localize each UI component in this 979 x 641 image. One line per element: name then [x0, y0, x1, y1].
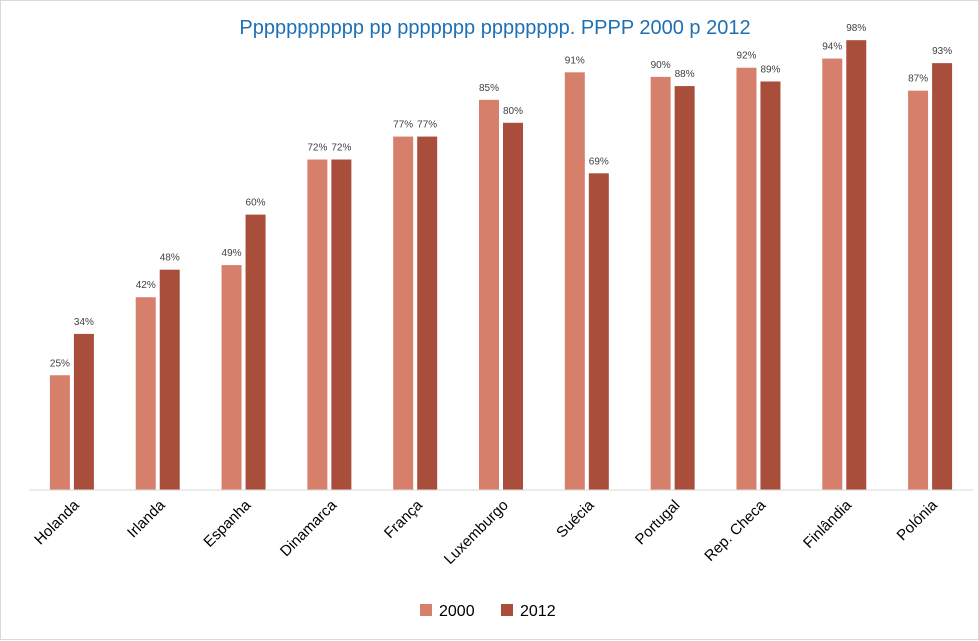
x-tick-label-dinamarca: Dinamarca [277, 496, 341, 560]
x-tick-label-irlanda: Irlanda [124, 496, 169, 541]
x-tick-label-polonia: Polónia [894, 496, 942, 544]
bar-2012-suecia [588, 173, 609, 491]
bar-2012-portugal [674, 86, 695, 490]
data-label-2000-holanda: 25% [50, 358, 70, 369]
bar-2000-suecia [564, 72, 585, 490]
data-label-2000-dinamarca: 72% [307, 143, 327, 154]
data-label-2000-irlanda: 42% [136, 280, 156, 291]
bar-2000-franca [393, 136, 414, 490]
bar-2000-holanda [49, 375, 70, 490]
bar-2000-irlanda [135, 297, 156, 490]
data-label-2000-portugal: 90% [651, 60, 671, 71]
data-label-2012-polonia: 93% [932, 46, 952, 57]
legend-swatch-2000 [420, 604, 432, 616]
bar-2000-finlandia [822, 58, 843, 490]
legend-swatch-2012 [501, 604, 513, 616]
data-label-2012-holanda: 34% [74, 317, 94, 328]
bar-2000-espanha [221, 265, 242, 490]
bar-2012-luxemburgo [503, 122, 523, 491]
legend-label-2000: 2000 [439, 603, 475, 620]
bar-2012-dinamarca [331, 159, 352, 490]
legend-label-2012: 2012 [520, 603, 556, 620]
data-label-2000-polonia: 87% [908, 74, 928, 85]
legend: 2000 2012 [420, 603, 556, 620]
data-label-2012-luxemburgo: 80% [503, 106, 523, 117]
data-label-2012-rep-checa: 89% [760, 64, 780, 75]
data-label-2000-luxemburgo: 85% [479, 83, 499, 94]
x-tick-label-franca: França [381, 496, 426, 541]
x-tick-labels-layer: Holanda Irlanda Espanha Dinamarca França Luxe… [31, 496, 941, 567]
bar-2012-holanda [73, 333, 94, 490]
data-label-2000-franca: 77% [393, 120, 413, 131]
x-tick-label-luxemburgo: Luxemburgo [441, 497, 512, 568]
data-labels-layer: 25% 34% 42% 48% 49% 60% 72% 72% 77% 77% 85% 80% 91% 6… [50, 23, 952, 369]
data-label-2012-irlanda: 48% [160, 253, 180, 264]
x-tick-label-espanha: Espanha [200, 496, 254, 550]
data-label-2012-dinamarca: 72% [331, 143, 351, 154]
bar-2000-dinamarca [307, 159, 328, 490]
data-label-2012-finlandia: 98% [846, 23, 866, 34]
chart-title: Ppppppppppp pp ppppppp pppppppp. PPPP 20… [239, 17, 750, 39]
data-label-2000-espanha: 49% [222, 248, 242, 259]
bar-2012-espanha [245, 214, 266, 490]
x-tick-label-portugal: Portugal [632, 497, 684, 549]
x-tick-label-finlandia: Finlândia [800, 496, 856, 552]
data-label-2012-espanha: 60% [246, 198, 266, 209]
bar-2012-polonia [932, 63, 953, 490]
data-label-2000-rep-checa: 92% [736, 51, 756, 62]
data-label-2012-franca: 77% [417, 120, 437, 131]
bar-2000-rep-checa [736, 67, 757, 490]
bars-layer [49, 40, 953, 491]
bar-2000-luxemburgo [479, 99, 499, 490]
bar-2012-rep-checa [760, 81, 781, 491]
bar-2012-finlandia [846, 40, 867, 491]
bar-2012-franca [417, 136, 438, 490]
bar-2012-irlanda [159, 269, 180, 490]
data-label-2000-finlandia: 94% [822, 42, 842, 53]
x-tick-label-holanda: Holanda [31, 496, 83, 548]
x-tick-label-suecia: Suécia [553, 496, 598, 541]
x-tick-label-rep-checa: Rep. Checa [701, 496, 769, 564]
data-label-2012-portugal: 88% [675, 69, 695, 80]
data-label-2000-suecia: 91% [565, 55, 585, 66]
bar-2000-polonia [908, 90, 929, 491]
data-label-2012-suecia: 69% [589, 156, 609, 167]
bar-2000-portugal [650, 76, 671, 491]
